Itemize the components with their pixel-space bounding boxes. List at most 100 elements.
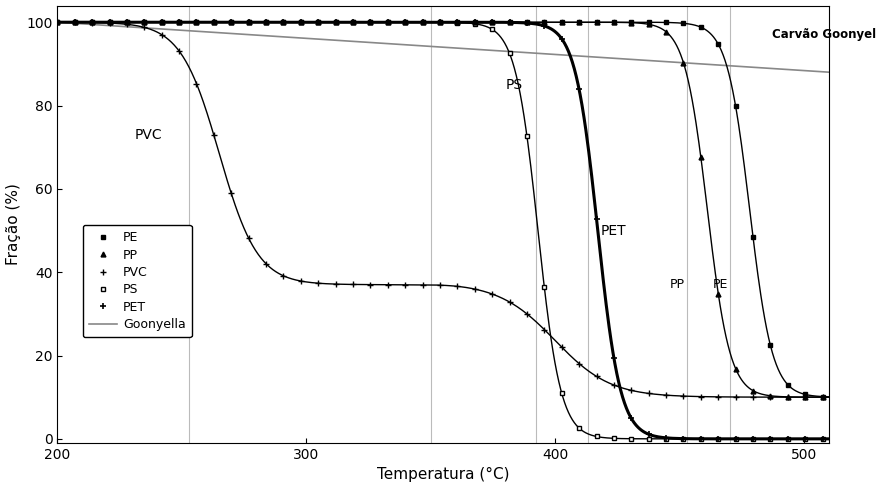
PP	[296, 20, 306, 25]
Goonyella	[543, 51, 554, 57]
PP	[782, 394, 793, 400]
PE	[313, 20, 323, 25]
PVC	[487, 291, 497, 297]
Text: PS: PS	[505, 78, 523, 92]
PVC	[730, 394, 741, 400]
PP	[400, 20, 410, 25]
PE	[69, 20, 80, 25]
PS	[313, 20, 323, 25]
PP	[730, 366, 741, 372]
PVC	[209, 132, 219, 138]
Goonyella	[500, 48, 511, 54]
PE	[174, 20, 185, 25]
PS	[330, 20, 341, 25]
PS	[104, 20, 115, 25]
PVC	[139, 24, 150, 30]
PS	[174, 20, 185, 25]
PS	[661, 436, 671, 442]
PE	[383, 20, 393, 25]
PET	[644, 431, 654, 437]
PVC	[400, 282, 410, 287]
PS	[52, 20, 63, 25]
PE	[348, 20, 359, 25]
PE	[52, 20, 63, 25]
Line: PVC: PVC	[54, 19, 826, 401]
PVC	[695, 394, 706, 400]
PE	[278, 20, 289, 25]
PET	[574, 86, 584, 92]
Goonyella	[99, 22, 110, 28]
PET	[87, 20, 98, 25]
PS	[626, 436, 637, 442]
PS	[644, 436, 654, 442]
PVC	[521, 311, 532, 317]
PET	[104, 20, 115, 25]
PS	[452, 20, 463, 25]
PP	[452, 20, 463, 25]
Goonyella	[638, 57, 648, 63]
PVC	[348, 282, 359, 287]
PET	[748, 436, 758, 442]
PP	[174, 20, 185, 25]
PVC	[243, 235, 254, 241]
PP	[470, 20, 480, 25]
PS	[557, 390, 567, 396]
PVC	[261, 261, 272, 266]
PET	[122, 20, 132, 25]
PET	[626, 415, 637, 421]
PVC	[191, 81, 202, 86]
PVC	[174, 48, 185, 54]
PET	[417, 20, 428, 25]
PP	[591, 20, 602, 25]
PS	[713, 436, 724, 442]
PS	[122, 20, 132, 25]
PVC	[452, 284, 463, 289]
PE	[243, 20, 254, 25]
Goonyella	[717, 62, 727, 68]
PP	[557, 20, 567, 25]
PE	[156, 20, 167, 25]
PS	[695, 436, 706, 442]
PVC	[122, 21, 132, 27]
PET	[521, 20, 532, 26]
PS	[748, 436, 758, 442]
Text: Carvão Goonyel: Carvão Goonyel	[772, 28, 876, 41]
PE	[296, 20, 306, 25]
PVC	[661, 392, 671, 398]
Line: PET: PET	[54, 19, 826, 442]
PE	[765, 343, 776, 348]
PS	[383, 20, 393, 25]
PE	[452, 20, 463, 25]
PE	[782, 382, 793, 387]
Line: PS: PS	[55, 20, 825, 441]
PE	[400, 20, 410, 25]
PVC	[156, 32, 167, 38]
PS	[608, 435, 619, 441]
PET	[174, 20, 185, 25]
PVC	[782, 394, 793, 400]
PET	[765, 436, 776, 442]
PET	[504, 20, 515, 25]
PP	[765, 393, 776, 399]
PE	[800, 391, 811, 397]
PET	[209, 20, 219, 25]
PE	[139, 20, 150, 25]
PE	[644, 20, 654, 25]
PVC	[417, 282, 428, 288]
PE	[470, 20, 480, 25]
PP	[383, 20, 393, 25]
PET	[139, 20, 150, 25]
PVC	[69, 20, 80, 25]
PET	[243, 20, 254, 25]
PP	[661, 29, 671, 35]
PP	[521, 20, 532, 25]
PP	[748, 388, 758, 394]
PP	[626, 20, 637, 25]
PS	[69, 20, 80, 25]
PP	[348, 20, 359, 25]
PS	[504, 51, 515, 57]
PS	[226, 20, 236, 25]
PVC	[539, 326, 550, 332]
PP	[69, 20, 80, 25]
PS	[782, 436, 793, 442]
